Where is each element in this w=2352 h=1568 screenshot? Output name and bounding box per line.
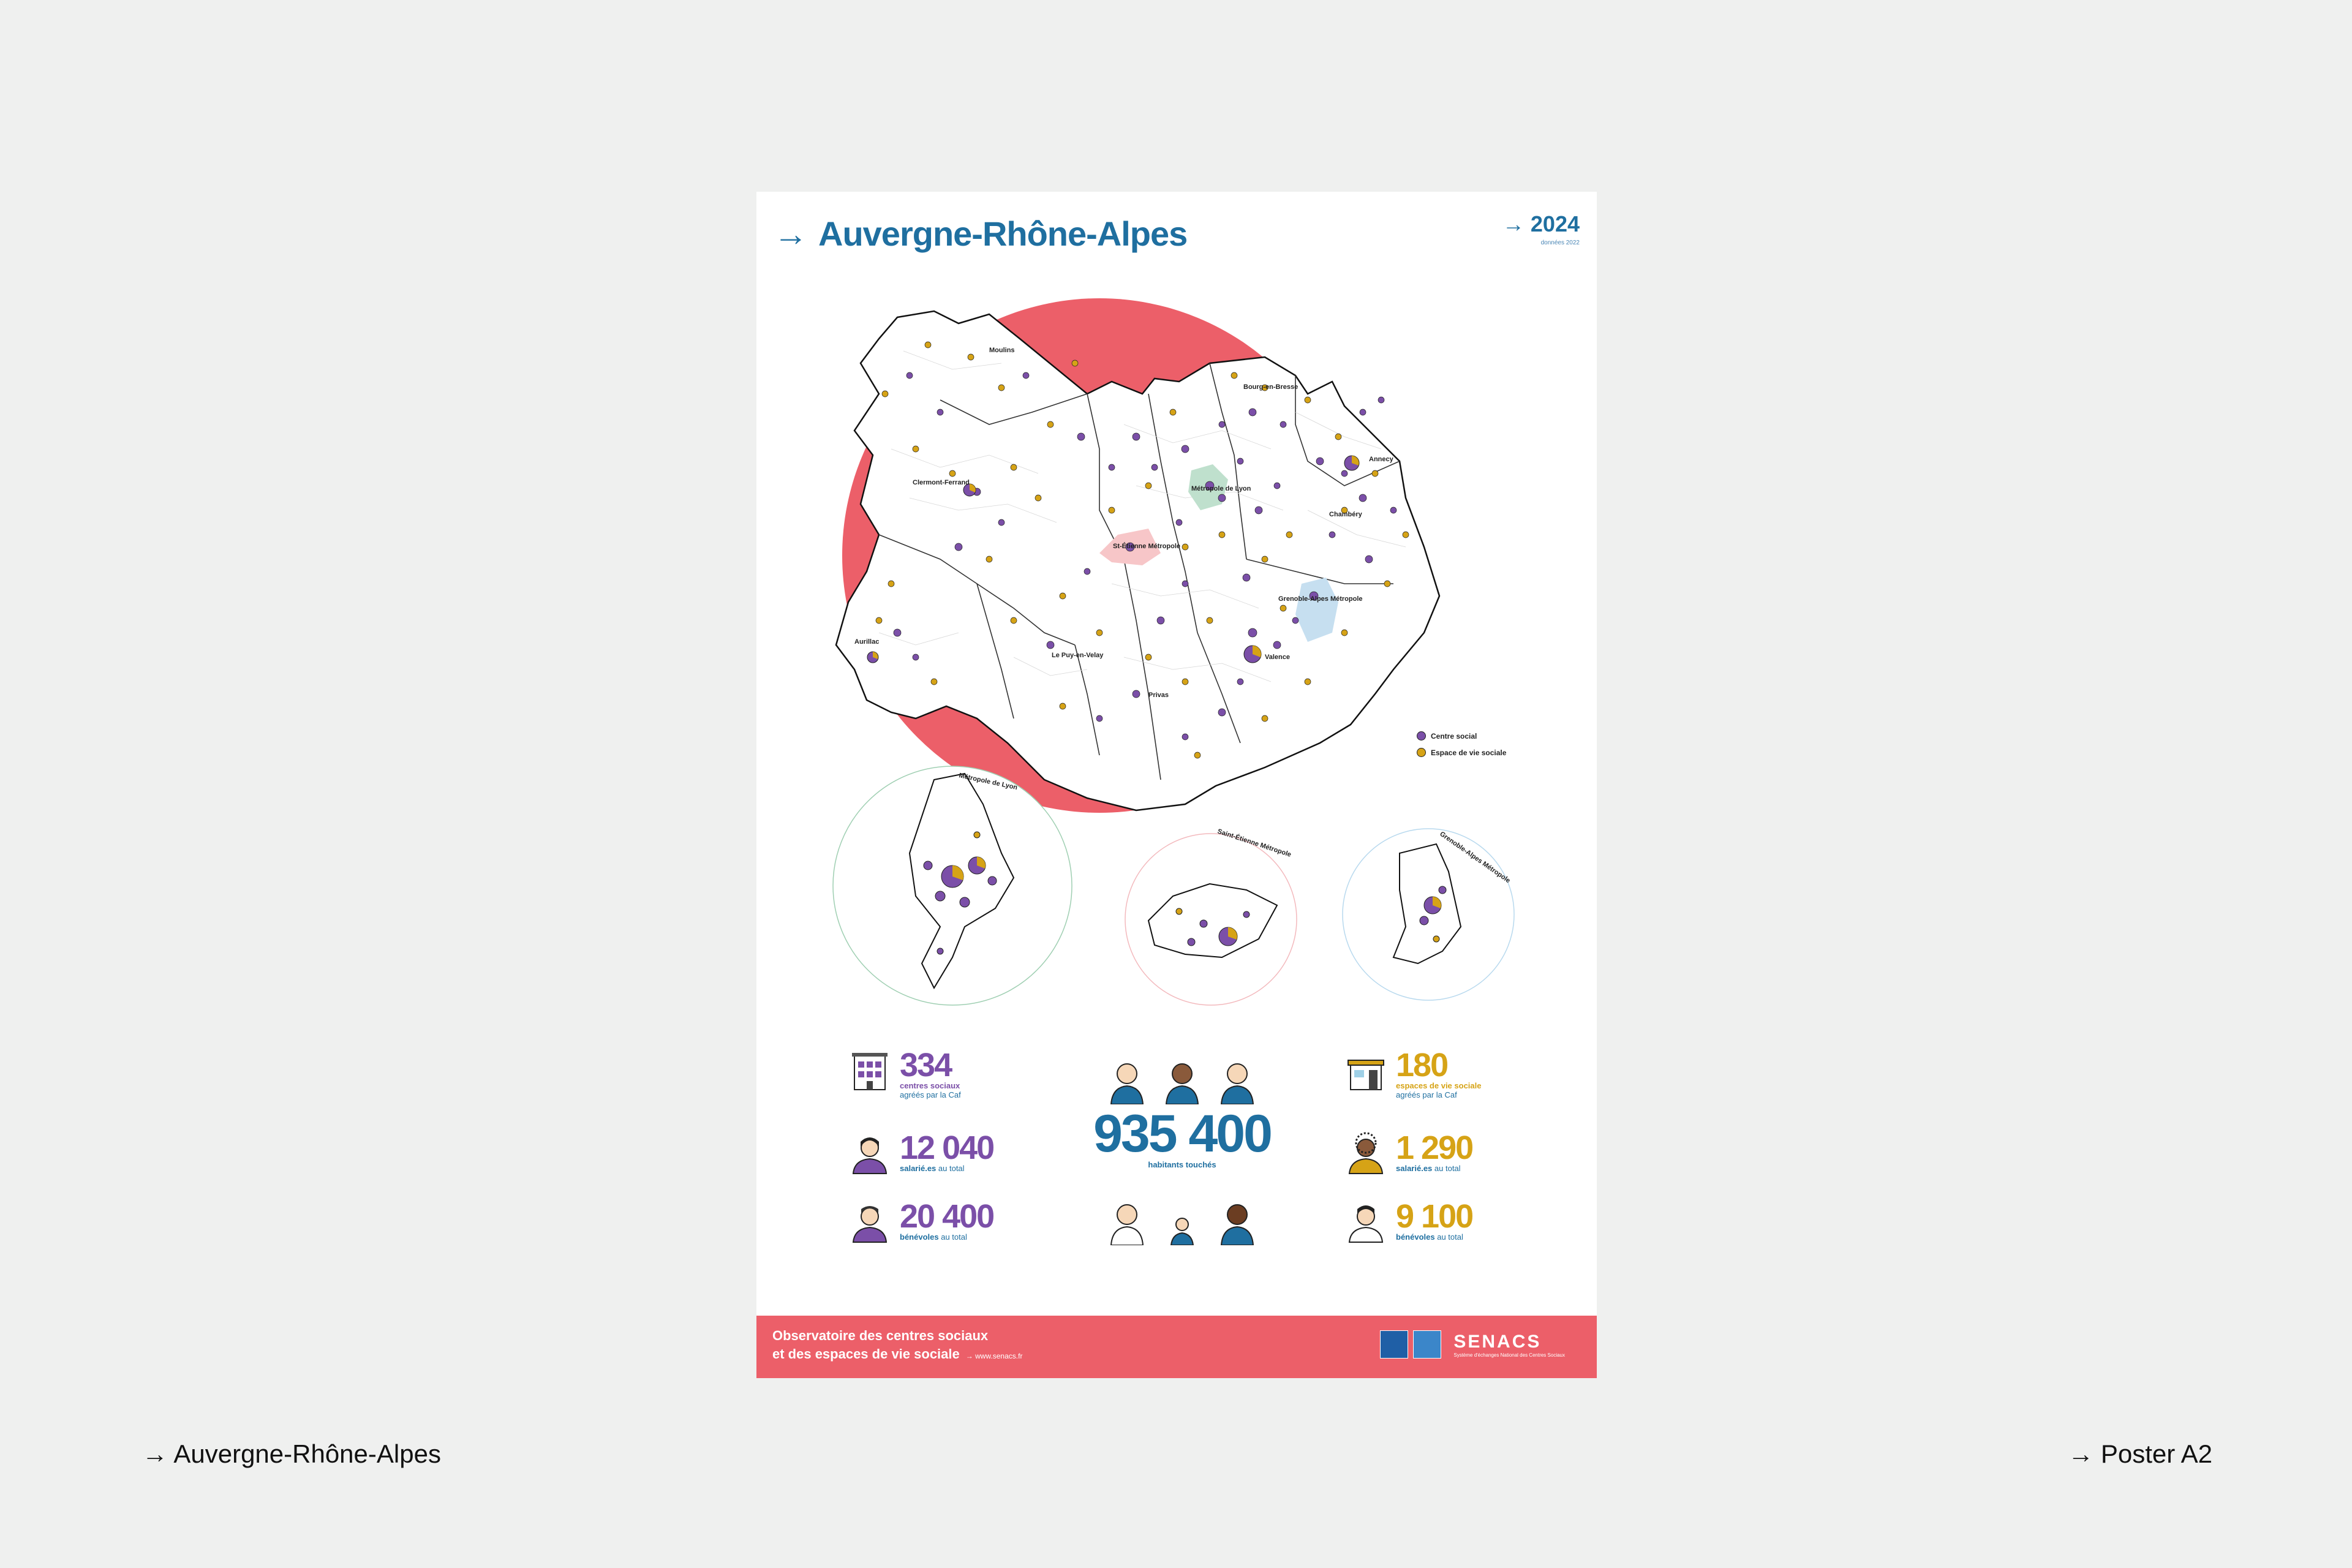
label-aurillac: Aurillac bbox=[854, 638, 879, 646]
footer-url[interactable]: → www.senacs.fr bbox=[965, 1352, 1023, 1360]
department-borders bbox=[878, 363, 1400, 780]
purple-dot-icon bbox=[1417, 731, 1426, 741]
pie-clusters bbox=[867, 455, 1360, 663]
label-bourg: Bourg-en-Bresse bbox=[1243, 383, 1298, 391]
shop-icon bbox=[1348, 1060, 1384, 1090]
stat-number: 20 400 bbox=[900, 1198, 995, 1235]
stat-benevoles-cs: 20 400 bénévoles au total bbox=[848, 1198, 995, 1243]
commune-borders bbox=[878, 350, 1406, 682]
label-valence: Valence bbox=[1265, 654, 1290, 661]
map-legend: Centre social Espace de vie sociale bbox=[1417, 731, 1506, 764]
stat-number: 9 100 bbox=[1396, 1198, 1474, 1235]
label-moulins: Moulins bbox=[989, 347, 1015, 354]
grenoble-area bbox=[1295, 578, 1338, 642]
label-st-etienne: St-Étienne Métropole bbox=[1113, 542, 1180, 550]
person-icon bbox=[852, 1206, 888, 1243]
building-icon bbox=[852, 1053, 888, 1090]
label-grenoble: Grenoble-Alpes Métropole bbox=[1278, 595, 1363, 603]
label-chambery: Chambéry bbox=[1329, 511, 1363, 518]
inset-lyon: Métropole de Lyon bbox=[832, 766, 1072, 1006]
label-privas: Privas bbox=[1148, 692, 1169, 699]
stat-number: 1 290 bbox=[1396, 1129, 1474, 1166]
partner-logos: SENACS Système d'échanges National des C… bbox=[1380, 1330, 1565, 1359]
gold-dot-icon bbox=[1417, 748, 1426, 757]
region-map: Moulins Clermont-Ferrand Aurillac Le Puy… bbox=[832, 298, 1515, 1006]
caption-right: → Poster A2 bbox=[2068, 1439, 2212, 1468]
inset-grenoble: Grenoble-Alpes Métropole bbox=[1342, 828, 1515, 1001]
city-labels: Moulins Clermont-Ferrand Aurillac Le Puy… bbox=[854, 347, 1394, 699]
stat-centres-sociaux: 334 centres sociaux agréés par la Caf bbox=[848, 1049, 961, 1099]
stat-number: 180 bbox=[1396, 1047, 1449, 1084]
footer-title: Observatoire des centres sociaux et des … bbox=[772, 1328, 1023, 1362]
stat-salaries-cs: 12 040 salarié.es au total bbox=[848, 1129, 995, 1175]
poster-year: → 2024 données 2022 bbox=[1502, 211, 1580, 246]
stat-number: 12 040 bbox=[900, 1129, 995, 1166]
stat-benevoles-evs: 9 100 bénévoles au total bbox=[1344, 1198, 1474, 1243]
inset-st-etienne: Saint-Étienne Métropole bbox=[1125, 827, 1297, 1006]
people-group-icon bbox=[1110, 1063, 1254, 1104]
legend-item: Centre social bbox=[1417, 731, 1506, 741]
legend-item: Espace de vie sociale bbox=[1417, 748, 1506, 757]
centre-social-points bbox=[893, 372, 1397, 741]
stat-salaries-evs: 1 290 salarié.es au total bbox=[1344, 1129, 1474, 1175]
senacs-logo: SENACS bbox=[1453, 1331, 1542, 1352]
poster-footer: Observatoire des centres sociaux et des … bbox=[756, 1316, 1597, 1378]
arrow-icon: → bbox=[1502, 211, 1525, 236]
caption-left: → Auvergne-Rhône-Alpes bbox=[142, 1439, 441, 1468]
stat-number: 334 bbox=[900, 1047, 952, 1084]
evs-points bbox=[875, 341, 1409, 759]
poster: Moulins Clermont-Ferrand Aurillac Le Puy… bbox=[756, 192, 1597, 1378]
label-annecy: Annecy bbox=[1369, 456, 1394, 463]
year-note: données 2022 bbox=[1540, 239, 1580, 246]
partner-logo-icon bbox=[1413, 1330, 1442, 1359]
stat-evs: 180 espaces de vie sociale agréés par la… bbox=[1344, 1049, 1481, 1099]
label-clermont: Clermont-Ferrand bbox=[913, 479, 970, 486]
person-icon bbox=[852, 1137, 888, 1174]
people-group-icon bbox=[1110, 1204, 1254, 1245]
caf-logo-icon bbox=[1380, 1330, 1409, 1359]
arrow-icon: → bbox=[774, 214, 808, 253]
person-icon bbox=[1348, 1205, 1384, 1243]
person-icon bbox=[1348, 1132, 1384, 1174]
stat-habitants: 935 400 habitants touchés bbox=[1090, 1107, 1274, 1169]
label-lyon: Métropole de Lyon bbox=[1191, 485, 1251, 492]
poster-title: → Auvergne-Rhône-Alpes bbox=[774, 214, 1188, 253]
label-le-puy: Le Puy-en-Velay bbox=[1052, 652, 1104, 659]
stat-number: 935 400 bbox=[1093, 1104, 1273, 1163]
